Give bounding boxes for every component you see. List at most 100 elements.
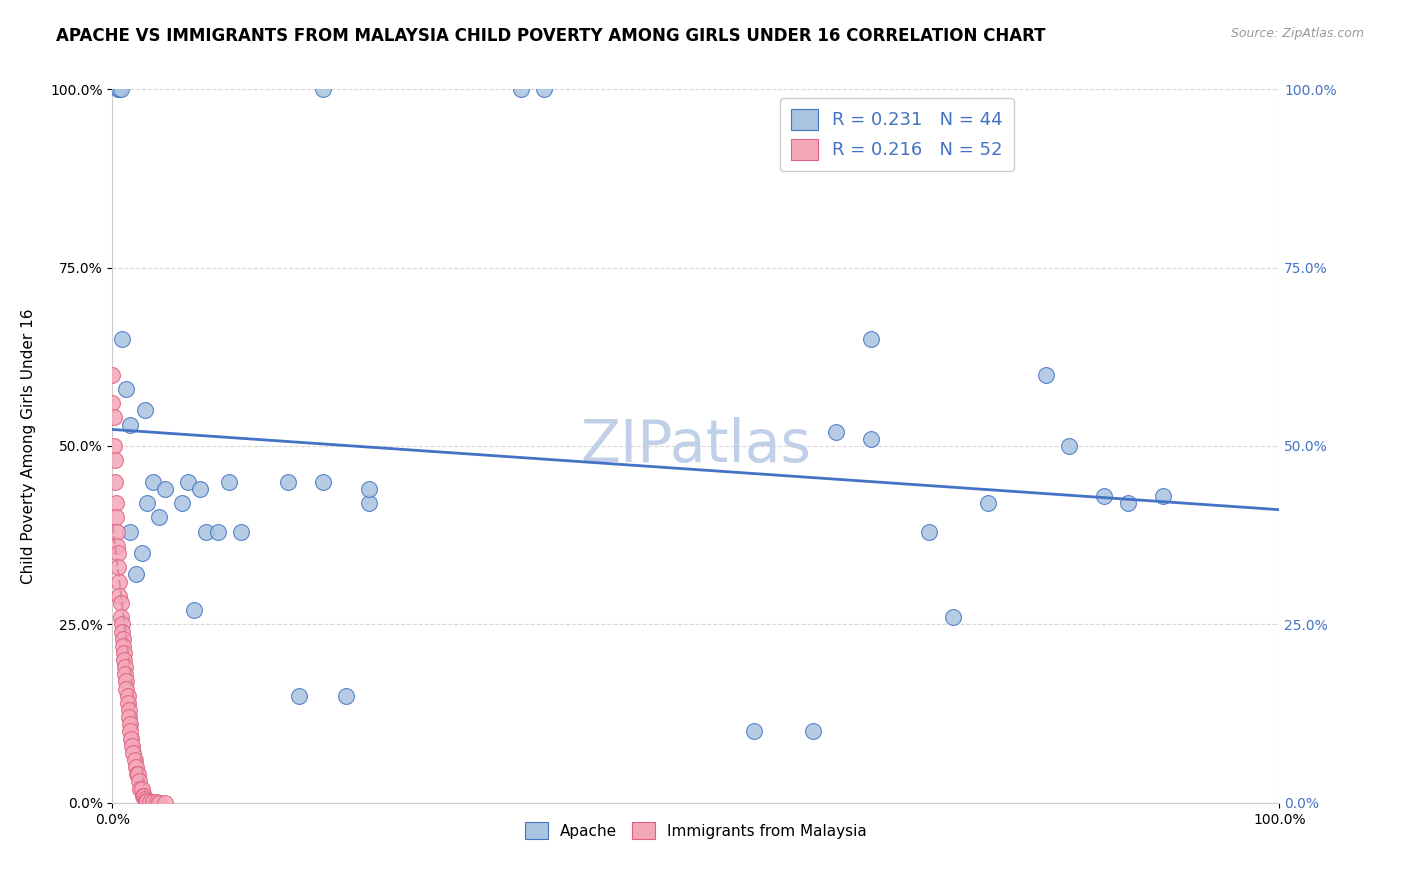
Point [288,689,311,703]
Point [105,524,128,539]
Point [1094,489,1116,503]
Point [744,724,766,739]
Point [118,710,141,724]
Point [118,703,141,717]
Point [107,82,129,96]
Point [509,82,531,96]
Point [114,667,136,681]
Point [136,794,159,808]
Point [142,475,165,489]
Point [132,789,155,803]
Point [188,482,211,496]
Point [218,475,240,489]
Point [860,432,883,446]
Point [359,496,381,510]
Text: ZIPatlas: ZIPatlas [581,417,811,475]
Point [108,82,131,96]
Point [177,475,200,489]
Point [115,674,138,689]
Point [101,396,124,410]
Point [117,689,139,703]
Point [153,482,176,496]
Point [104,510,127,524]
Point [105,539,128,553]
Point [125,767,148,781]
Point [860,332,883,346]
Point [533,82,555,96]
Point [229,524,252,539]
Point [110,82,132,96]
Point [135,794,157,808]
Point [146,795,169,809]
Point [1116,496,1139,510]
Point [115,681,138,696]
Text: Source: ZipAtlas.com: Source: ZipAtlas.com [1230,27,1364,40]
Point [134,792,156,806]
Legend: Apache, Immigrants from Malaysia: Apache, Immigrants from Malaysia [519,816,873,845]
Point [1035,368,1057,382]
Point [311,475,333,489]
Point [276,475,298,489]
Point [125,567,148,582]
Point [118,724,141,739]
Point [142,795,165,809]
Point [120,731,142,746]
Point [112,646,135,660]
Point [118,524,141,539]
Point [136,496,159,510]
Point [107,546,129,560]
Point [207,524,229,539]
Point [111,624,134,639]
Point [103,439,125,453]
Point [148,510,170,524]
Point [1059,439,1081,453]
Point [825,425,848,439]
Point [115,382,138,396]
Point [111,617,134,632]
Point [1152,489,1174,503]
Point [976,496,998,510]
Point [139,795,162,809]
Point [128,774,150,789]
Point [103,410,125,425]
Point [918,524,941,539]
Point [131,781,153,796]
Point [118,717,141,731]
Point [134,403,156,417]
Point [942,610,965,624]
Point [129,781,152,796]
Point [172,496,194,510]
Point [107,560,129,574]
Point [104,453,127,467]
Point [122,746,145,760]
Text: APACHE VS IMMIGRANTS FROM MALAYSIA CHILD POVERTY AMONG GIRLS UNDER 16 CORRELATIO: APACHE VS IMMIGRANTS FROM MALAYSIA CHILD… [56,27,1046,45]
Point [118,417,141,432]
Point [101,368,124,382]
Point [114,660,136,674]
Point [104,496,127,510]
Point [359,482,381,496]
Point [311,82,333,96]
Point [108,574,131,589]
Point [335,689,357,703]
Point [121,739,143,753]
Point [111,632,134,646]
Point [148,796,170,810]
Point [194,524,217,539]
Point [111,639,134,653]
Point [801,724,824,739]
Point [131,546,153,560]
Point [110,596,132,610]
Point [183,603,205,617]
Point [108,589,131,603]
Point [153,796,176,810]
Point [112,653,135,667]
Point [132,789,155,803]
Point [124,753,146,767]
Point [125,760,148,774]
Point [127,767,149,781]
Point [111,332,134,346]
Point [117,696,139,710]
Y-axis label: Child Poverty Among Girls Under 16: Child Poverty Among Girls Under 16 [21,309,37,583]
Point [104,475,127,489]
